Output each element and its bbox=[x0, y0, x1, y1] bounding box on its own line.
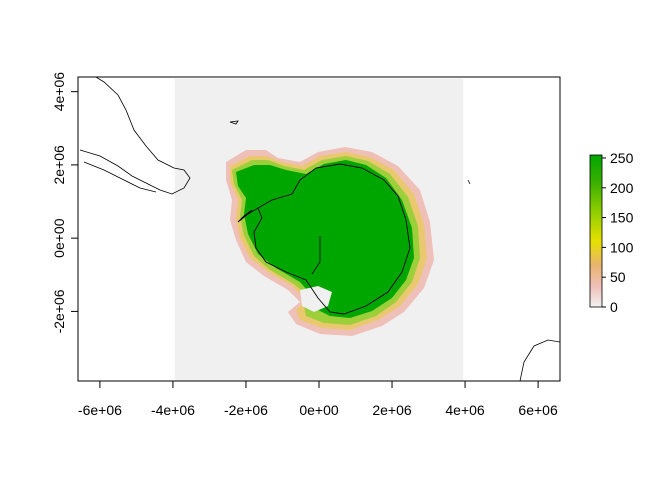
y-axis: -2e+06 0e+00 2e+06 4e+06 bbox=[51, 72, 78, 333]
x-axis: -6e+06 -4e+06 -2e+06 0e+00 2e+06 4e+06 6e+06 bbox=[78, 381, 558, 418]
ice-full bbox=[236, 160, 414, 318]
y-tick-label: 4e+06 bbox=[51, 72, 67, 112]
x-tick-label: 6e+06 bbox=[518, 402, 558, 418]
africa-tip-outline bbox=[519, 339, 560, 381]
colorbar-tick-label: 100 bbox=[610, 239, 634, 255]
y-tick-label: 2e+06 bbox=[51, 145, 67, 185]
colorbar-tick-label: 50 bbox=[610, 269, 626, 285]
colorbar-tick-label: 250 bbox=[610, 150, 634, 166]
y-tick-label: -2e+06 bbox=[51, 289, 67, 333]
antarctic-peninsula-outline bbox=[237, 207, 259, 223]
y-tick-label: 0e+00 bbox=[51, 218, 67, 258]
x-tick-label: -4e+06 bbox=[151, 402, 195, 418]
south-america-outline bbox=[79, 77, 191, 195]
small-island-2 bbox=[467, 179, 471, 185]
small-island-1 bbox=[229, 120, 239, 125]
x-tick-label: 0e+00 bbox=[299, 402, 339, 418]
x-tick-label: -6e+06 bbox=[78, 402, 122, 418]
colorbar-tick-label: 0 bbox=[610, 299, 618, 315]
transantarctic-line bbox=[311, 236, 321, 275]
x-tick-label: 2e+06 bbox=[372, 402, 412, 418]
x-tick-label: 4e+06 bbox=[445, 402, 485, 418]
colorbar-tick-label: 150 bbox=[610, 210, 634, 226]
colorbar bbox=[589, 154, 603, 308]
antarctica-outline bbox=[253, 163, 411, 315]
colorbar-ticks: 0 50 100 150 200 250 bbox=[602, 150, 634, 315]
south-america-outline-2 bbox=[83, 161, 157, 193]
map-layer bbox=[79, 77, 560, 381]
colorbar-tick-label: 200 bbox=[610, 180, 634, 196]
x-tick-label: -2e+06 bbox=[224, 402, 268, 418]
